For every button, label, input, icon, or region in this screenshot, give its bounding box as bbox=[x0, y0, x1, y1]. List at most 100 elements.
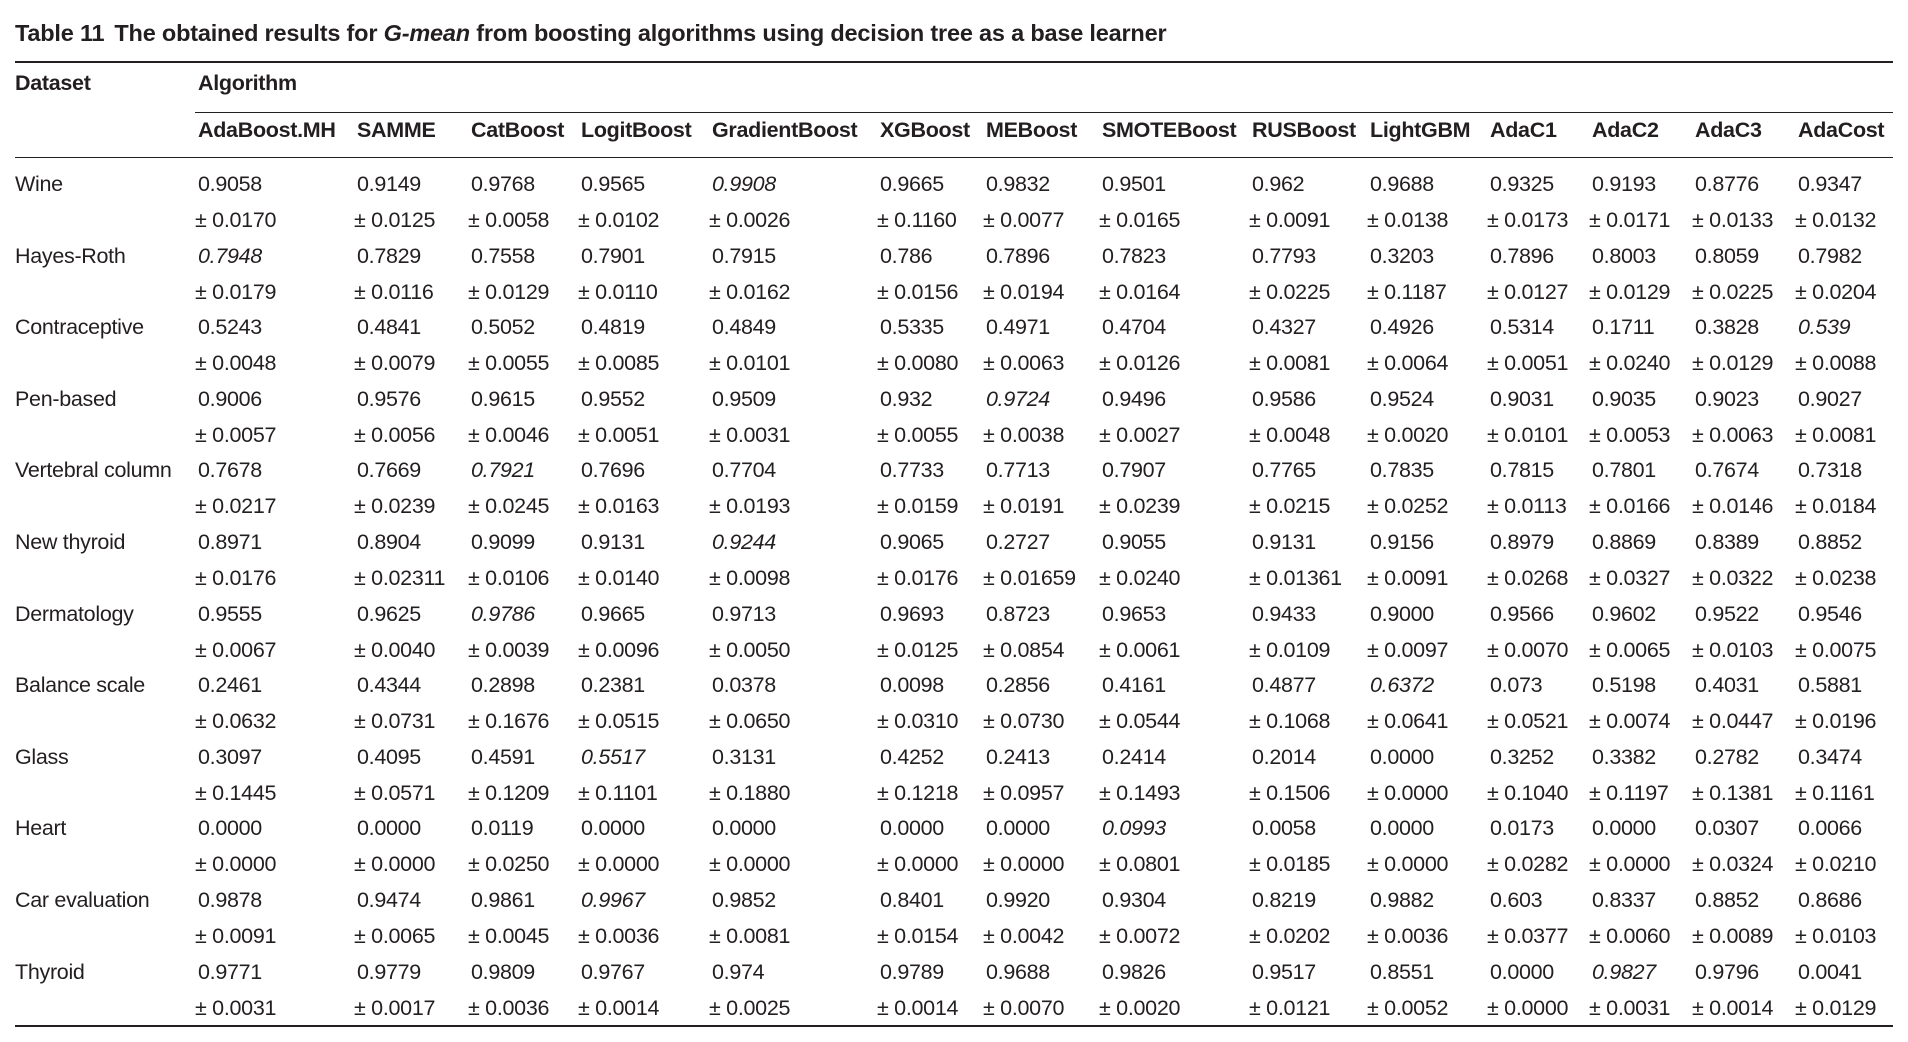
std-value-cell: ± 0.0098 bbox=[709, 566, 791, 590]
mean-value-cell: 0.9852 bbox=[712, 888, 776, 912]
std-value-cell: ± 0.1209 bbox=[468, 780, 550, 805]
std-value-cell: ± 0.0165 bbox=[1099, 208, 1181, 232]
mean-value-cell: 0.0000 bbox=[712, 816, 776, 841]
table-label: Table 11 bbox=[15, 20, 105, 46]
mean-value-cell: 0.7801 bbox=[1592, 458, 1656, 483]
std-value-cell: ± 0.0081 bbox=[1249, 351, 1331, 376]
mean-value-cell: 0.4327 bbox=[1252, 315, 1316, 340]
mean-value-cell: 0.0993 bbox=[1102, 816, 1166, 841]
mean-value-cell: 0.4971 bbox=[986, 315, 1050, 340]
mean-value-cell: 0.1711 bbox=[1592, 315, 1655, 340]
mean-value-cell: 0.4704 bbox=[1102, 315, 1166, 340]
mean-value-cell: 0.9565 bbox=[581, 172, 645, 196]
std-value-cell: ± 0.0324 bbox=[1692, 852, 1774, 877]
std-value-cell: ± 0.0173 bbox=[1487, 208, 1569, 232]
mean-value-cell: 0.974 bbox=[712, 959, 765, 984]
algorithm-column-header: CatBoost bbox=[471, 118, 565, 142]
mean-value-cell: 0.7733 bbox=[880, 458, 944, 483]
std-value-cell: ± 0.0140 bbox=[578, 566, 660, 590]
dataset-name: Dermatology bbox=[15, 601, 134, 626]
std-value-cell: ± 0.0238 bbox=[1795, 566, 1877, 590]
std-value-cell: ± 0.0014 bbox=[1692, 995, 1774, 1020]
mean-value-cell: 0.6372 bbox=[1370, 673, 1434, 698]
mean-value-cell: 0.9809 bbox=[471, 959, 535, 984]
std-value-cell: ± 0.0014 bbox=[877, 995, 959, 1020]
std-value-cell: ± 0.0017 bbox=[354, 995, 436, 1020]
mean-value-cell: 0.7318 bbox=[1798, 458, 1862, 483]
mean-value-cell: 0.786 bbox=[880, 243, 933, 268]
mean-value-cell: 0.7558 bbox=[471, 243, 535, 268]
algorithm-column-header: RUSBoost bbox=[1252, 118, 1356, 142]
mean-value-cell: 0.9967 bbox=[581, 888, 645, 912]
std-value-cell: ± 0.1506 bbox=[1249, 780, 1331, 805]
mean-value-cell: 0.9474 bbox=[357, 888, 421, 912]
std-value-cell: ± 0.0063 bbox=[1692, 422, 1774, 447]
std-value-cell: ± 0.0000 bbox=[1367, 780, 1449, 805]
mean-value-cell: 0.8852 bbox=[1798, 530, 1862, 554]
mean-value-cell: 0.0000 bbox=[198, 816, 262, 841]
std-value-cell: ± 0.0046 bbox=[468, 422, 550, 447]
std-value-cell: ± 0.0544 bbox=[1099, 709, 1181, 734]
std-value-cell: ± 0.0000 bbox=[578, 852, 660, 877]
std-value-cell: ± 0.0048 bbox=[195, 351, 277, 376]
mean-value-cell: 0.7896 bbox=[1490, 243, 1554, 268]
std-value-cell: ± 0.0070 bbox=[1487, 637, 1569, 662]
std-value-cell: ± 0.0194 bbox=[983, 279, 1065, 304]
std-value-cell: ± 0.0050 bbox=[709, 637, 791, 662]
mean-value-cell: 0.4095 bbox=[357, 744, 421, 769]
mean-value-cell: 0.9552 bbox=[581, 386, 645, 411]
std-value-cell: ± 0.0215 bbox=[1249, 494, 1331, 519]
mean-value-cell: 0.539 bbox=[1798, 315, 1851, 340]
std-value-cell: ± 0.1197 bbox=[1589, 780, 1669, 805]
std-value-cell: ± 0.0052 bbox=[1367, 995, 1449, 1020]
mean-value-cell: 0.9861 bbox=[471, 888, 535, 912]
mean-value-cell: 0.9665 bbox=[880, 172, 944, 196]
std-value-cell: ± 0.0126 bbox=[1099, 351, 1181, 376]
std-value-cell: ± 0.0036 bbox=[578, 924, 660, 948]
mean-value-cell: 0.0000 bbox=[1592, 816, 1656, 841]
std-value-cell: ± 0.0250 bbox=[468, 852, 550, 877]
std-value-cell: ± 0.0650 bbox=[709, 709, 791, 734]
mean-value-cell: 0.5052 bbox=[471, 315, 535, 340]
std-value-cell: ± 0.0045 bbox=[468, 924, 550, 948]
mean-value-cell: 0.7704 bbox=[712, 458, 776, 483]
algorithm-column-header: LightGBM bbox=[1370, 118, 1471, 142]
algorithm-column-header: MEBoost bbox=[986, 118, 1078, 142]
mean-value-cell: 0.2461 bbox=[198, 673, 262, 698]
mean-value-cell: 0.5198 bbox=[1592, 673, 1656, 698]
mean-value-cell: 0.8059 bbox=[1695, 243, 1759, 268]
std-value-cell: ± 0.0204 bbox=[1795, 279, 1877, 304]
std-value-cell: ± 0.0000 bbox=[709, 852, 791, 877]
std-value-cell: ± 0.0116 bbox=[354, 279, 434, 304]
std-value-cell: ± 0.0310 bbox=[877, 709, 959, 734]
std-value-cell: ± 0.0138 bbox=[1367, 208, 1449, 232]
mean-value-cell: 0.9006 bbox=[198, 386, 262, 411]
std-value-cell: ± 0.1068 bbox=[1249, 709, 1331, 734]
mean-value-cell: 0.7765 bbox=[1252, 458, 1316, 483]
mean-value-cell: 0.7696 bbox=[581, 458, 645, 483]
std-value-cell: ± 0.0125 bbox=[877, 637, 959, 662]
mean-value-cell: 0.5335 bbox=[880, 315, 944, 340]
std-value-cell: ± 0.0036 bbox=[1367, 924, 1449, 948]
std-value-cell: ± 0.0125 bbox=[354, 208, 436, 232]
std-value-cell: ± 0.0127 bbox=[1487, 279, 1569, 304]
dataset-name: Glass bbox=[15, 744, 69, 769]
mean-value-cell: 0.9501 bbox=[1102, 172, 1166, 196]
mean-value-cell: 0.3474 bbox=[1798, 744, 1862, 769]
std-value-cell: ± 0.0056 bbox=[354, 422, 436, 447]
std-value-cell: ± 0.0060 bbox=[1589, 924, 1671, 948]
std-value-cell: ± 0.0957 bbox=[983, 780, 1065, 805]
std-value-cell: ± 0.0106 bbox=[468, 566, 550, 590]
std-value-cell: ± 0.0000 bbox=[983, 852, 1065, 877]
mean-value-cell: 0.9546 bbox=[1798, 601, 1862, 626]
mean-value-cell: 0.9576 bbox=[357, 386, 421, 411]
std-value-cell: ± 0.0176 bbox=[877, 566, 959, 590]
mean-value-cell: 0.9602 bbox=[1592, 601, 1656, 626]
dataset-name: Thyroid bbox=[15, 959, 85, 984]
std-value-cell: ± 0.01361 bbox=[1249, 566, 1342, 590]
std-value-cell: ± 0.0020 bbox=[1099, 995, 1181, 1020]
std-value-cell: ± 0.0185 bbox=[1249, 852, 1331, 877]
std-value-cell: ± 0.0196 bbox=[1795, 709, 1877, 734]
std-value-cell: ± 0.0000 bbox=[1589, 852, 1671, 877]
mean-value-cell: 0.0041 bbox=[1798, 959, 1862, 984]
